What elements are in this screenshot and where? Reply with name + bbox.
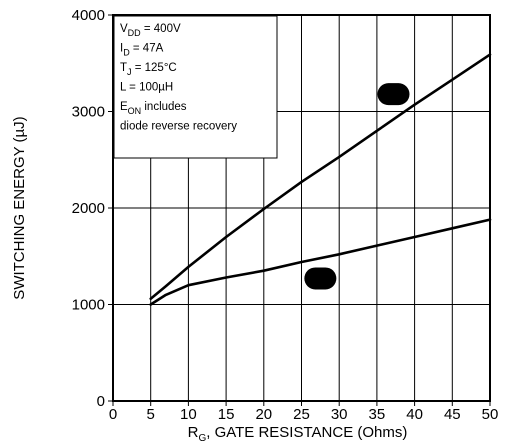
condition-main: I (120, 43, 123, 55)
condition-rest: = 400V (141, 23, 181, 35)
x-tick-label-0: 0 (109, 406, 117, 423)
y-tick-label-2000: 2000 (72, 200, 105, 217)
y-tick-label-1000: 1000 (72, 297, 105, 314)
x-tick-label-20: 20 (255, 406, 272, 423)
condition-line-6: diode reverse recovery (120, 121, 237, 133)
series-line-2 (149, 218, 492, 306)
x-tick-label-45: 45 (444, 406, 461, 423)
condition-main: diode reverse recovery (120, 121, 237, 133)
condition-main: E (120, 101, 128, 113)
condition-sub: DD (128, 28, 141, 38)
x-tick-label-25: 25 (293, 406, 310, 423)
y-tick-label-4000: 4000 (72, 7, 105, 24)
condition-line-1: VDD = 400V (120, 23, 181, 38)
condition-rest: = 125°C (132, 62, 177, 74)
x-axis-title-sub: G (198, 433, 206, 443)
condition-sub: ON (128, 106, 142, 116)
series-line-1 (149, 53, 492, 301)
axis-layer: 0 5 10 15 20 25 30 35 40 45 50 0 1000 2000 3000 4000 RG,… (11, 7, 499, 444)
condition-main: V (120, 23, 128, 35)
y-axis-title: SWITCHING ENERGY (µJ) (11, 116, 28, 299)
condition-rest: includes (141, 101, 187, 113)
series-marker-2 (304, 267, 337, 290)
series-marker-1 (377, 83, 410, 106)
series-layer (149, 53, 492, 306)
condition-line-3: TJ = 125°C (120, 62, 177, 77)
y-tick-label-0: 0 (97, 393, 105, 410)
x-axis-title-rest: , GATE RESISTANCE (Ohms) (206, 424, 407, 441)
x-axis-title-prefix: R (188, 424, 199, 441)
x-tick-label-40: 40 (406, 406, 423, 423)
condition-line-4: L = 100µH (120, 82, 173, 94)
x-tick-label-15: 15 (218, 406, 235, 423)
condition-sub: J (127, 67, 132, 77)
condition-main: L = 100µH (120, 82, 173, 94)
condition-main: T (120, 62, 127, 74)
conditions-box-frame (113, 15, 278, 159)
x-axis-title: RG, GATE RESISTANCE (Ohms) (188, 424, 408, 443)
condition-sub: D (123, 48, 130, 58)
x-tick-label-10: 10 (180, 406, 197, 423)
condition-rest: = 47A (130, 43, 164, 55)
condition-line-2: ID = 47A (120, 43, 164, 58)
condition-line-5: EON includes (120, 101, 187, 116)
y-tick-label-3000: 3000 (72, 104, 105, 121)
x-tick-label-5: 5 (147, 406, 155, 423)
x-tick-label-30: 30 (331, 406, 348, 423)
x-tick-label-50: 50 (482, 406, 499, 423)
x-tick-label-35: 35 (369, 406, 386, 423)
